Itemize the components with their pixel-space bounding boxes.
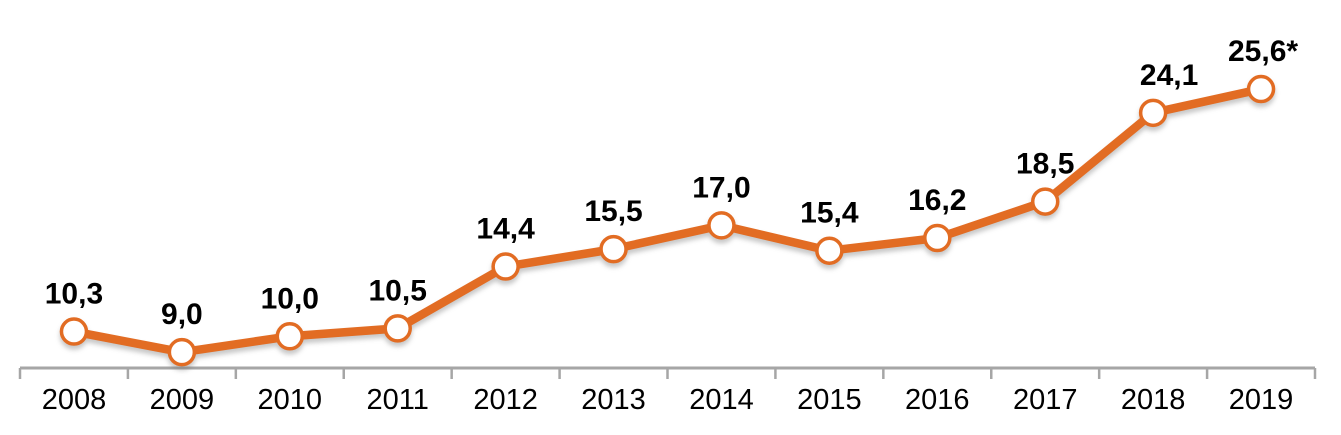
x-axis-label: 2013 bbox=[581, 384, 646, 416]
data-label: 15,4 bbox=[800, 197, 859, 230]
data-label: 14,4 bbox=[476, 213, 535, 246]
x-axis-label: 2008 bbox=[42, 384, 107, 416]
x-axis-label: 2009 bbox=[150, 384, 215, 416]
x-axis-label: 2019 bbox=[1229, 384, 1294, 416]
x-axis-label: 2016 bbox=[905, 384, 970, 416]
x-axis-label: 2017 bbox=[1013, 384, 1078, 416]
data-label: 10,3 bbox=[45, 278, 103, 311]
x-axis-label: 2018 bbox=[1121, 384, 1186, 416]
data-label: 10,5 bbox=[369, 274, 427, 307]
data-point-marker bbox=[59, 317, 89, 346]
data-point-marker bbox=[707, 211, 736, 240]
data-point-marker bbox=[1246, 74, 1276, 104]
data-label: 15,5 bbox=[584, 195, 642, 228]
x-axis-label: 2011 bbox=[367, 384, 429, 416]
data-point-marker bbox=[923, 223, 952, 253]
data-label: 25,6* bbox=[1228, 35, 1298, 68]
data-point-marker bbox=[599, 234, 628, 264]
data-point-marker bbox=[167, 337, 197, 367]
data-label: 18,5 bbox=[1016, 148, 1074, 181]
data-point-marker bbox=[1030, 187, 1060, 216]
data-series bbox=[59, 74, 1276, 367]
data-label: 9,0 bbox=[161, 298, 203, 331]
x-axis-label: 2012 bbox=[473, 384, 538, 416]
data-point-marker bbox=[1138, 98, 1168, 128]
data-point-marker bbox=[275, 322, 305, 351]
series-line bbox=[69, 84, 1266, 357]
data-point-marker bbox=[815, 236, 844, 265]
x-axis-label: 2015 bbox=[797, 384, 862, 416]
data-point-marker bbox=[491, 252, 520, 281]
data-point-marker bbox=[383, 314, 412, 343]
data-label: 17,0 bbox=[692, 171, 750, 204]
data-label: 10,0 bbox=[261, 282, 319, 315]
data-label: 16,2 bbox=[908, 184, 966, 217]
x-axis-label: 2010 bbox=[258, 384, 323, 416]
x-axis-label: 2014 bbox=[689, 384, 754, 416]
data-label: 24,1 bbox=[1140, 59, 1198, 92]
